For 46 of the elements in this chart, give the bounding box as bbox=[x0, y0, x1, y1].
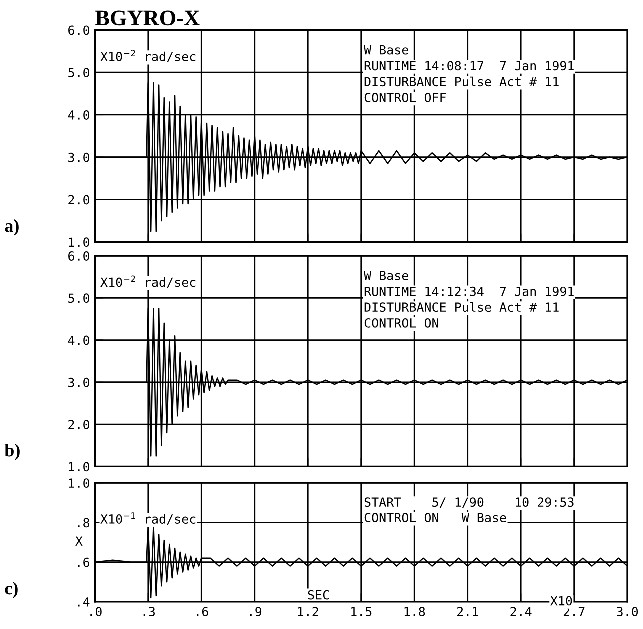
annotation: DISTURBANCE Pulse Act # 11 bbox=[364, 302, 559, 312]
y-tick-label: 4.0 bbox=[68, 336, 90, 346]
y-tick-label: 6.0 bbox=[68, 26, 90, 36]
annotation: START 5/ 1/90 10 29:53 bbox=[364, 498, 574, 508]
text: X10$^{−2}$ rad/sec bbox=[100, 276, 196, 288]
y-tick-label: 2.0 bbox=[68, 420, 90, 430]
y-tick-label: .6 bbox=[78, 558, 90, 568]
x-tick-label: 2.1 bbox=[457, 607, 478, 616]
annotation: W Base bbox=[364, 271, 408, 280]
y-tick-label: 5.0 bbox=[68, 294, 90, 304]
annotation: RUNTIME 14:08:17 7 Jan 1991 bbox=[364, 61, 574, 71]
x-tick-label: 3.0 bbox=[617, 607, 638, 617]
y-tick-label: 5.0 bbox=[68, 68, 90, 78]
y-tick-label: 1.0 bbox=[69, 238, 90, 248]
text: c) bbox=[5, 582, 18, 598]
text: a) bbox=[5, 219, 19, 236]
x-tick-label: .6 bbox=[197, 607, 208, 617]
y-tick-label: .4 bbox=[78, 598, 90, 607]
y-axis-title: X bbox=[76, 536, 83, 546]
text: b) bbox=[4, 444, 20, 460]
x-tick-label: 1.5 bbox=[352, 607, 372, 617]
annotation: RUNTIME 14:12:34 7 Jan 1991 bbox=[364, 286, 574, 296]
x-tick-label: 1.2 bbox=[298, 607, 318, 616]
y-tick-label: 4.0 bbox=[68, 110, 90, 120]
y-tick-label: 6.0 bbox=[68, 252, 90, 261]
y-tick-label: 2.0 bbox=[68, 195, 90, 205]
y-tick-label: 3.0 bbox=[68, 378, 90, 388]
x-tick-label: 2.4 bbox=[510, 607, 532, 616]
annotation: X10 bbox=[550, 596, 572, 606]
annotation: DISTURBANCE Pulse Act # 11 bbox=[364, 76, 559, 87]
x-tick-label: 1.8 bbox=[404, 607, 426, 617]
x-tick-label: .0 bbox=[90, 607, 102, 617]
y-tick-label: .8 bbox=[78, 518, 90, 528]
y-tick-label: 1.0 bbox=[69, 478, 90, 488]
annotation: W Base bbox=[364, 45, 408, 55]
text: X10$^{−1}$ rad/sec bbox=[100, 512, 196, 525]
annotation: CONTROL ON W Base bbox=[364, 513, 506, 523]
y-tick-label: 3.0 bbox=[68, 152, 90, 162]
x-tick-label: .3 bbox=[144, 607, 155, 617]
x-tick-label: .9 bbox=[250, 607, 262, 617]
x-axis-title: SEC bbox=[308, 590, 330, 600]
y-tick-label: 1.0 bbox=[69, 462, 90, 472]
text: X10$^{−2}$ rad/sec bbox=[100, 50, 196, 62]
chart-title: BGYRO-X bbox=[96, 10, 200, 26]
annotation: CONTROL OFF bbox=[364, 93, 446, 102]
annotation: CONTROL ON bbox=[364, 318, 438, 328]
